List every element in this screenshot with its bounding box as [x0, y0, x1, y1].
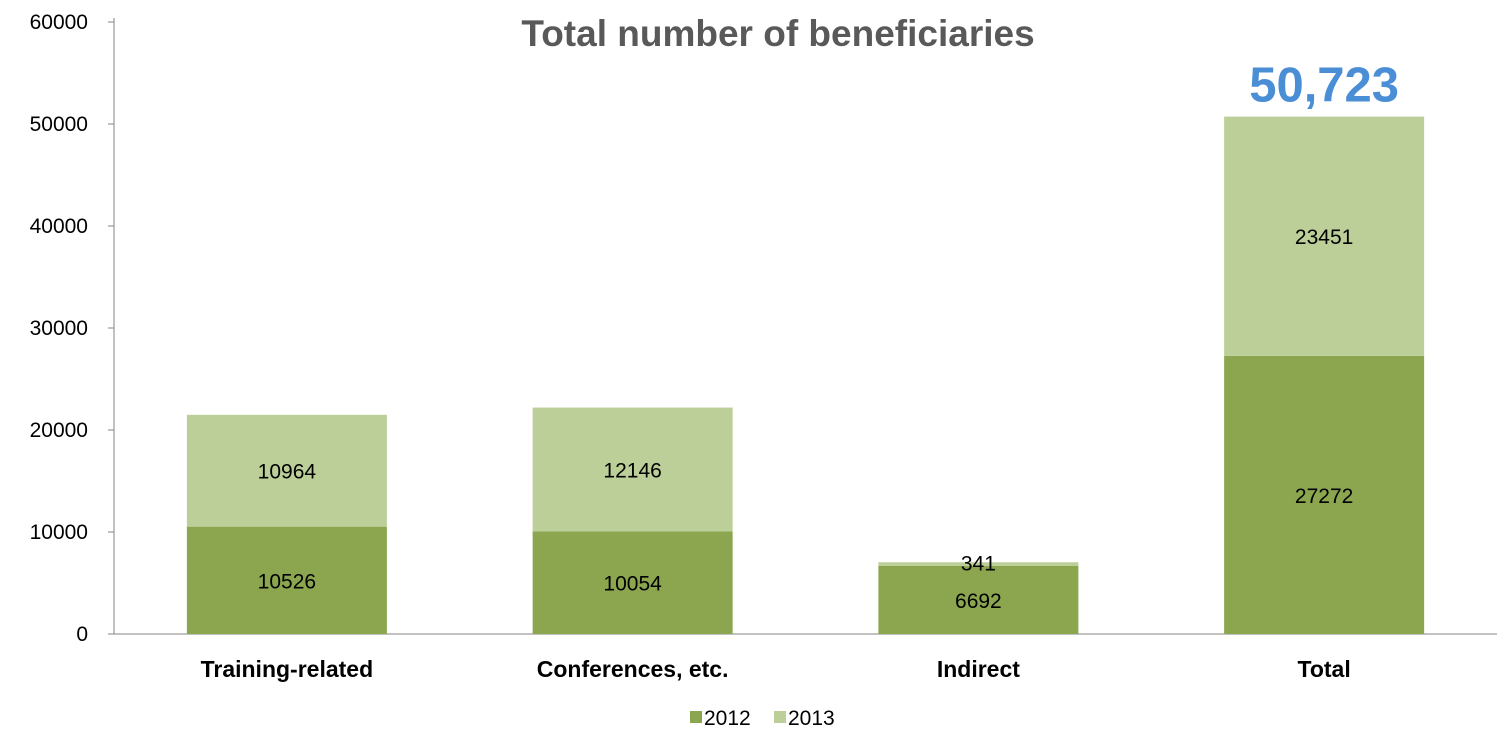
- data-label: 341: [961, 552, 996, 575]
- x-category-label: Indirect: [937, 656, 1020, 682]
- bar-2013-1: [532, 407, 733, 532]
- data-label: 10054: [603, 573, 662, 596]
- y-tick-label: 0: [76, 623, 88, 646]
- bar-2012-3: [1224, 355, 1425, 634]
- data-label: 6692: [955, 590, 1002, 613]
- bar-2013-0: [186, 414, 387, 527]
- legend: 2012 2013: [690, 707, 835, 730]
- data-label: 23451: [1295, 226, 1353, 249]
- chart-title: Total number of beneficiaries: [521, 13, 1034, 54]
- x-category-label: Training-related: [201, 656, 374, 682]
- legend-swatch-2013: [774, 711, 786, 723]
- y-tick-label: 50000: [30, 113, 88, 136]
- data-labels: 10526 10964 10054 12146 6692 341 27272 23451: [258, 226, 1354, 613]
- y-tick-label: 10000: [30, 521, 88, 544]
- bar-2012-2: [878, 565, 1079, 634]
- data-label: 10964: [258, 461, 317, 484]
- bars: [186, 116, 1425, 634]
- legend-swatch-2012: [690, 711, 702, 723]
- x-category-label: Conferences, etc.: [537, 656, 729, 682]
- axes: 0 10000 20000 30000 40000 50000 60000: [30, 11, 1497, 646]
- data-label: 10526: [258, 570, 316, 593]
- y-tick-label: 40000: [30, 215, 88, 238]
- y-tick-label: 60000: [30, 11, 88, 34]
- legend-label: 2013: [788, 707, 835, 730]
- total-callout: 50,723: [1249, 59, 1399, 113]
- legend-label: 2012: [704, 707, 751, 730]
- y-tick-label: 30000: [30, 317, 88, 340]
- bar-2012-0: [186, 526, 387, 634]
- data-label: 27272: [1295, 485, 1353, 508]
- x-category-label: Total: [1298, 656, 1351, 682]
- category-labels: Training-related Conferences, etc. Indirec…: [201, 656, 1351, 682]
- y-tick-label: 20000: [30, 419, 88, 442]
- bar-2012-1: [532, 531, 733, 634]
- bar-2013-3: [1224, 116, 1425, 356]
- data-label: 12146: [603, 460, 661, 483]
- bar-2013-2: [878, 562, 1079, 566]
